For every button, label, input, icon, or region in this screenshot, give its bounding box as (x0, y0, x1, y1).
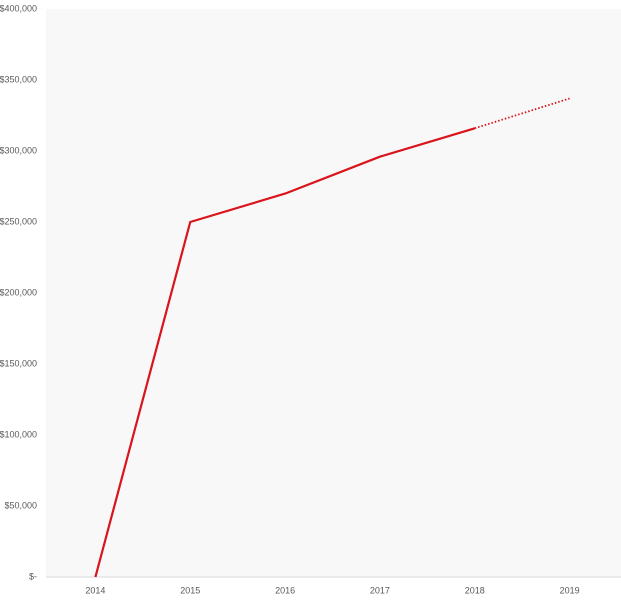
y-tick-label: $150,000 (0, 358, 37, 368)
x-tick-label: 2018 (465, 585, 485, 595)
line-series (474, 97, 570, 130)
x-tick-label: 2014 (85, 585, 105, 595)
plot-area (46, 9, 621, 577)
y-tick-label: $100,000 (0, 429, 37, 439)
y-tick-label: $350,000 (0, 74, 37, 84)
x-tick-label: 2015 (180, 585, 200, 595)
y-tick-label: $400,000 (0, 3, 37, 13)
line-series (94, 127, 476, 578)
y-tick-label: $300,000 (0, 145, 37, 155)
x-tick-label: 2016 (275, 585, 295, 595)
y-tick-label: $250,000 (0, 216, 37, 226)
x-tick-label: 2019 (560, 585, 580, 595)
x-tick-label: 2017 (370, 585, 390, 595)
y-tick-label: $50,000 (4, 500, 37, 510)
y-tick-label: $- (29, 571, 37, 581)
y-tick-label: $200,000 (0, 287, 37, 297)
